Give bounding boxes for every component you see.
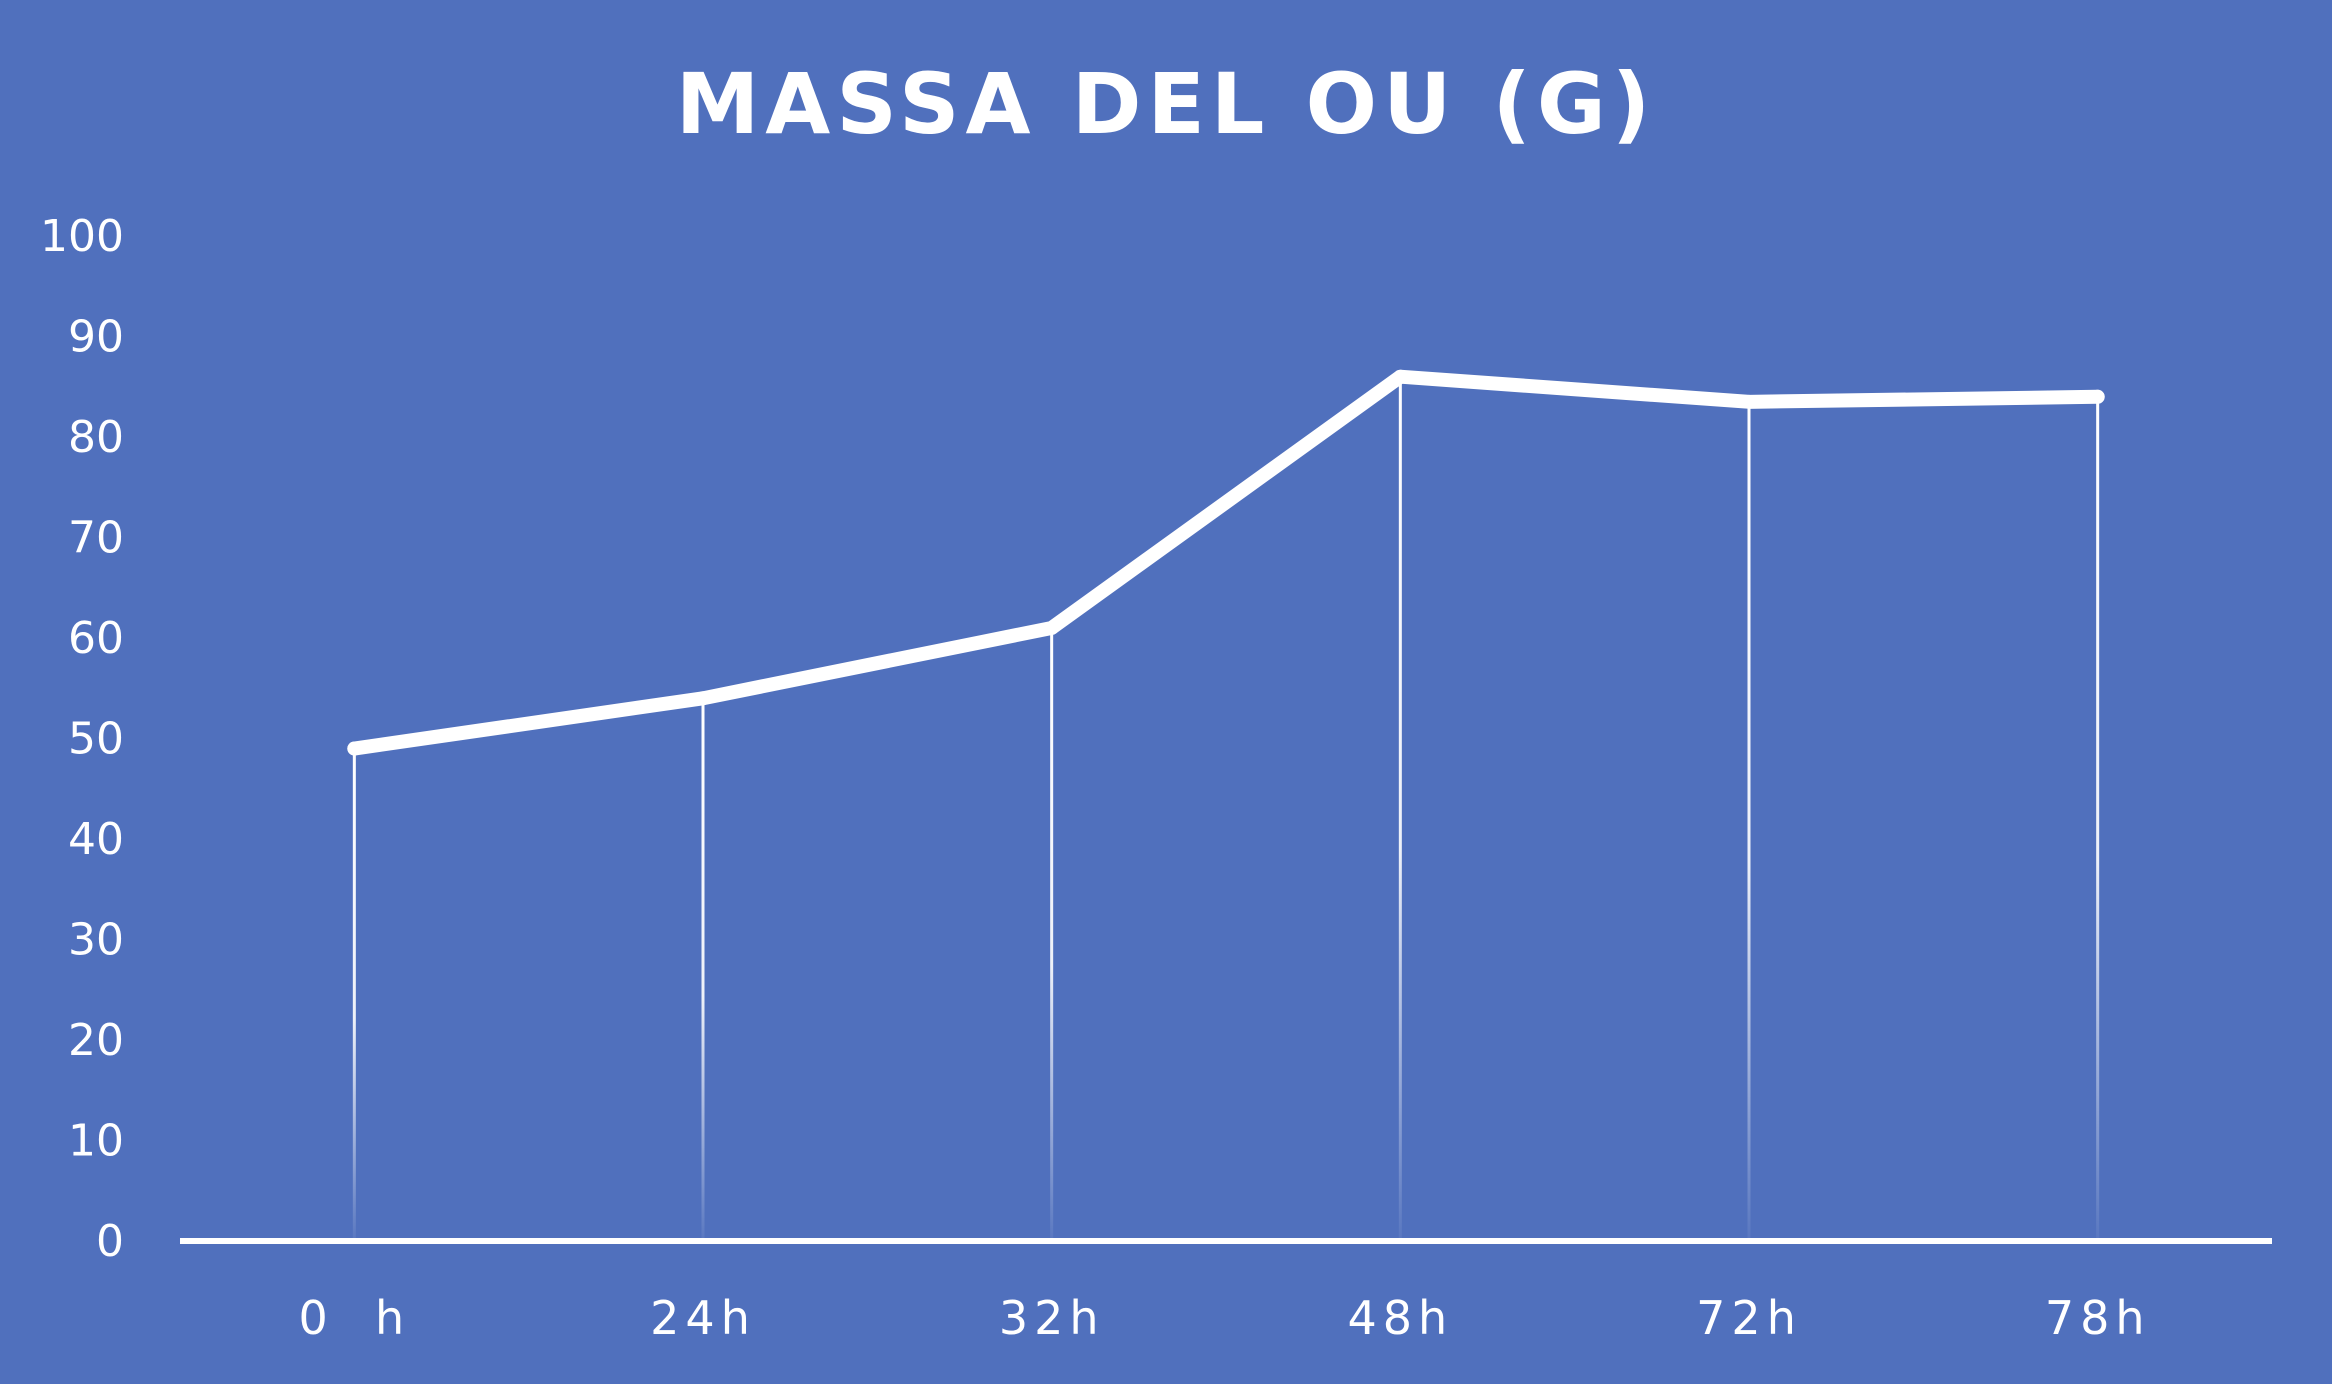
x-tick-label: 32h <box>999 1291 1105 1345</box>
y-tick-label: 70 <box>68 513 124 564</box>
drop-line <box>1747 401 1751 1241</box>
data-point <box>696 691 710 706</box>
chart-title: MASSA DEL OU (G) <box>676 55 1657 153</box>
x-tick-label: 48h <box>1347 1291 1453 1345</box>
series-group <box>347 369 2105 756</box>
x-tick-label: 24h <box>650 1291 756 1345</box>
y-tick-label: 20 <box>68 1015 124 1066</box>
x-tick-label: 0 h <box>298 1291 410 1345</box>
data-point <box>1393 369 1408 384</box>
drop-lines <box>352 376 2100 1241</box>
data-point <box>1742 394 1756 409</box>
y-tick-label: 30 <box>68 915 124 966</box>
drop-line <box>352 748 356 1241</box>
y-tick-label: 80 <box>68 412 124 463</box>
x-tick-label: 78h <box>2045 1291 2151 1345</box>
x-tick-label: 72h <box>1696 1291 1802 1345</box>
y-axis-tick-labels: 0 10 20 30 40 50 60 70 80 90 100 <box>40 211 124 1267</box>
y-tick-label: 40 <box>68 814 124 865</box>
drop-line <box>1050 627 1054 1241</box>
drop-line <box>701 698 705 1241</box>
y-tick-label: 90 <box>68 312 124 363</box>
y-tick-label: 60 <box>68 613 124 664</box>
y-tick-label: 10 <box>68 1116 124 1167</box>
drop-line <box>2096 396 2100 1241</box>
series-line <box>347 369 2105 756</box>
y-tick-label: 0 <box>96 1216 124 1267</box>
y-tick-label: 100 <box>40 211 124 262</box>
y-tick-label: 50 <box>68 714 124 765</box>
data-point <box>2090 389 2105 404</box>
drop-line <box>1398 376 1402 1241</box>
data-point <box>1044 620 1059 635</box>
data-point <box>347 741 362 756</box>
x-axis-tick-labels: 0 h 24h 32h 48h 72h 78h <box>298 1291 2151 1345</box>
